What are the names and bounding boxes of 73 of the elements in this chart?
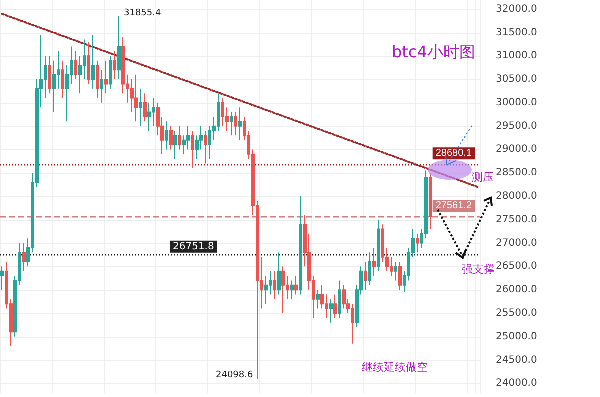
candlestick: [294, 276, 298, 296]
candlestick: [117, 16, 121, 80]
candlestick: [91, 34, 95, 90]
y-tick-label: 30500.0: [496, 74, 538, 86]
candlestick: [377, 219, 380, 272]
y-tick-label: 31000.0: [496, 50, 538, 62]
y-tick-label: 24000.0: [496, 378, 538, 390]
candlestick: [96, 60, 99, 99]
candlestick: [281, 266, 285, 314]
candlestick: [191, 130, 194, 169]
annotation: 强支撑: [462, 263, 495, 276]
candlestick: [394, 262, 397, 282]
candlestick: [316, 290, 320, 310]
candlestick: [173, 130, 177, 160]
candlestick: [290, 280, 294, 300]
text: btc4小时图: [392, 42, 476, 62]
y-tick-label: 25000.0: [496, 331, 538, 342]
candlestick: [329, 298, 333, 324]
candlestick: [230, 112, 233, 136]
ref-line-label: 27561.2: [436, 200, 472, 212]
candlestick: [416, 233, 419, 254]
annotation: 测压: [472, 171, 494, 184]
candlestick: [364, 262, 367, 291]
candlestick: [0, 266, 4, 291]
candlestick: [48, 56, 51, 94]
y-tick-label: 32000.0: [496, 4, 538, 15]
y-tick-label: 28000.0: [496, 191, 538, 202]
candlestick: [277, 252, 281, 296]
candlestick: [109, 56, 112, 90]
candlestick: [104, 60, 108, 94]
candlestick: [238, 107, 242, 141]
y-tick-label: 29500.0: [496, 120, 538, 132]
y-tick-label: 29000.0: [496, 144, 538, 156]
candlestick: [264, 276, 268, 305]
candlestick: [22, 242, 26, 272]
candlestick: [134, 74, 138, 122]
annotation: 继续延续做空: [362, 361, 428, 374]
candlestick: [273, 270, 276, 300]
candlestick: [74, 50, 77, 80]
ref-line-label: 26751.8: [173, 241, 214, 252]
y-tick-label: 27000.0: [496, 238, 538, 249]
y-tick-label: 25500.0: [496, 308, 538, 319]
candlestick: [338, 280, 341, 319]
y-tick-label: 26500.0: [496, 261, 538, 272]
candlestick: [398, 262, 402, 291]
candlestick: [333, 294, 337, 319]
candlestick: [61, 60, 64, 99]
y-tick-label: 27500.0: [496, 214, 538, 226]
candlestick: [234, 112, 237, 136]
candlestick: [368, 252, 371, 286]
candlestick: [87, 42, 90, 85]
candlestick: [429, 172, 432, 230]
candlestick: [139, 88, 142, 127]
candlestick: [372, 247, 376, 277]
annotation: 31855.4: [124, 8, 162, 18]
candlestick: [113, 50, 116, 80]
candlestick: [186, 126, 190, 150]
y-tick-label: 24500.0: [496, 354, 538, 366]
candlestick: [169, 126, 173, 150]
annotation: 24098.6: [216, 370, 254, 380]
y-tick-label: 30000.0: [496, 97, 538, 108]
candlestick: [342, 284, 346, 310]
candlestick: [299, 196, 302, 296]
candlestick: [100, 70, 103, 104]
ref-line-label: 28680.1: [436, 148, 472, 160]
candlestick: [178, 126, 181, 150]
candlestick: [147, 102, 151, 132]
y-tick-label: 31500.0: [496, 27, 538, 38]
candlestick: [204, 130, 207, 164]
y-tick-label: 28500.0: [496, 168, 538, 179]
y-tick-label: 26000.0: [496, 284, 538, 296]
candlestick: [165, 121, 168, 150]
candlestick: [143, 93, 147, 122]
